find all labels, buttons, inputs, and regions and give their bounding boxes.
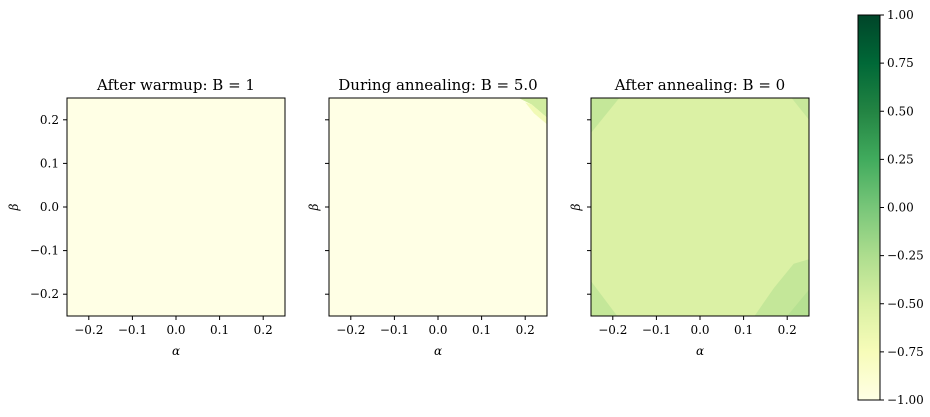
y-tick-label: 0.2 [40, 113, 59, 127]
panel-2-xlabel: α [434, 344, 442, 358]
x-tick-label: −0.2 [598, 323, 627, 337]
colorbar-tick-label: 0.25 [887, 152, 914, 166]
panel-3-region-5 [787, 289, 809, 316]
panel-3-xlabel: α [696, 344, 704, 358]
panel-1-xlabel: α [172, 344, 180, 358]
panel-1-xticks: −0.2 −0.1 0.0 0.1 0.2 [74, 316, 273, 337]
y-tick-label: −0.1 [30, 244, 59, 258]
panel-3-region-3 [591, 281, 618, 316]
colorbar-tick-label: 0.00 [887, 201, 914, 215]
x-tick-label: 0.0 [428, 323, 447, 337]
panel-2: During annealing: B = 5.0 α β −0.2 −0.1 0.… [307, 76, 548, 358]
colorbar-tick-label: −0.50 [887, 297, 924, 311]
colorbar-ticks: 1.00 0.75 0.50 0.25 0.00 −0.25 −0.50 −0.75 −1.00 [880, 8, 924, 407]
panel-3-yticks [587, 119, 591, 295]
x-tick-label: −0.2 [336, 323, 365, 337]
colorbar-tick-label: 1.00 [887, 8, 914, 22]
panel-3-region-2 [791, 98, 809, 120]
panel-1: After warmup: B = 1 α β −0.2 −0.1 0.0 0.1 0.… [7, 76, 286, 358]
panel-2-region-2 [525, 102, 547, 125]
panel-1-ylabel: β [7, 203, 21, 211]
panel-1-title: After warmup: B = 1 [96, 76, 255, 94]
colorbar-tick-label: 0.50 [887, 104, 914, 118]
panel-2-background [329, 98, 547, 316]
colorbar-fill [858, 15, 880, 400]
panel-3-region-4 [754, 259, 809, 316]
x-tick-label: −0.1 [380, 323, 409, 337]
panel-3-title: After annealing: B = 0 [614, 76, 785, 94]
panel-2-features [518, 98, 547, 125]
panel-3: After annealing: B = 0 α β −0.2 −0.1 0.0 0.… [569, 76, 810, 358]
panel-2-ylabel: β [307, 203, 321, 211]
x-tick-label: −0.1 [118, 323, 147, 337]
colorbar-tick-label: 0.75 [887, 56, 914, 70]
x-tick-label: 0.2 [778, 323, 797, 337]
x-tick-label: 0.1 [472, 323, 491, 337]
panel-2-yticks [325, 119, 329, 295]
x-tick-label: −0.1 [642, 323, 671, 337]
y-tick-label: −0.2 [30, 287, 59, 301]
x-tick-label: 0.0 [166, 323, 185, 337]
colorbar-tick-label: −0.25 [887, 249, 924, 263]
colorbar-tick-label: −1.00 [887, 393, 924, 407]
panel-3-ylabel: β [569, 203, 583, 211]
panel-1-yticks: −0.2 −0.1 0.0 0.1 0.2 [30, 113, 67, 301]
panel-1-background [67, 98, 285, 316]
x-tick-label: 0.1 [210, 323, 229, 337]
panel-3-features [591, 98, 809, 316]
colorbar-tick-label: −0.75 [887, 345, 924, 359]
panel-2-region-1 [518, 98, 547, 118]
x-tick-label: 0.2 [516, 323, 535, 337]
panel-2-xticks: −0.2 −0.1 0.0 0.1 0.2 [336, 316, 535, 337]
panel-3-background [591, 98, 809, 316]
panel-3-xticks: −0.2 −0.1 0.0 0.1 0.2 [598, 316, 797, 337]
x-tick-label: 0.1 [734, 323, 753, 337]
panel-3-region-1 [591, 98, 620, 133]
y-tick-label: 0.1 [40, 156, 59, 170]
colorbar: 1.00 0.75 0.50 0.25 0.00 −0.25 −0.50 −0.75 −1.00 [857, 8, 924, 407]
x-tick-label: 0.0 [690, 323, 709, 337]
y-tick-label: 0.0 [40, 200, 59, 214]
x-tick-label: 0.2 [254, 323, 273, 337]
panel-2-title: During annealing: B = 5.0 [338, 76, 537, 94]
x-tick-label: −0.2 [74, 323, 103, 337]
